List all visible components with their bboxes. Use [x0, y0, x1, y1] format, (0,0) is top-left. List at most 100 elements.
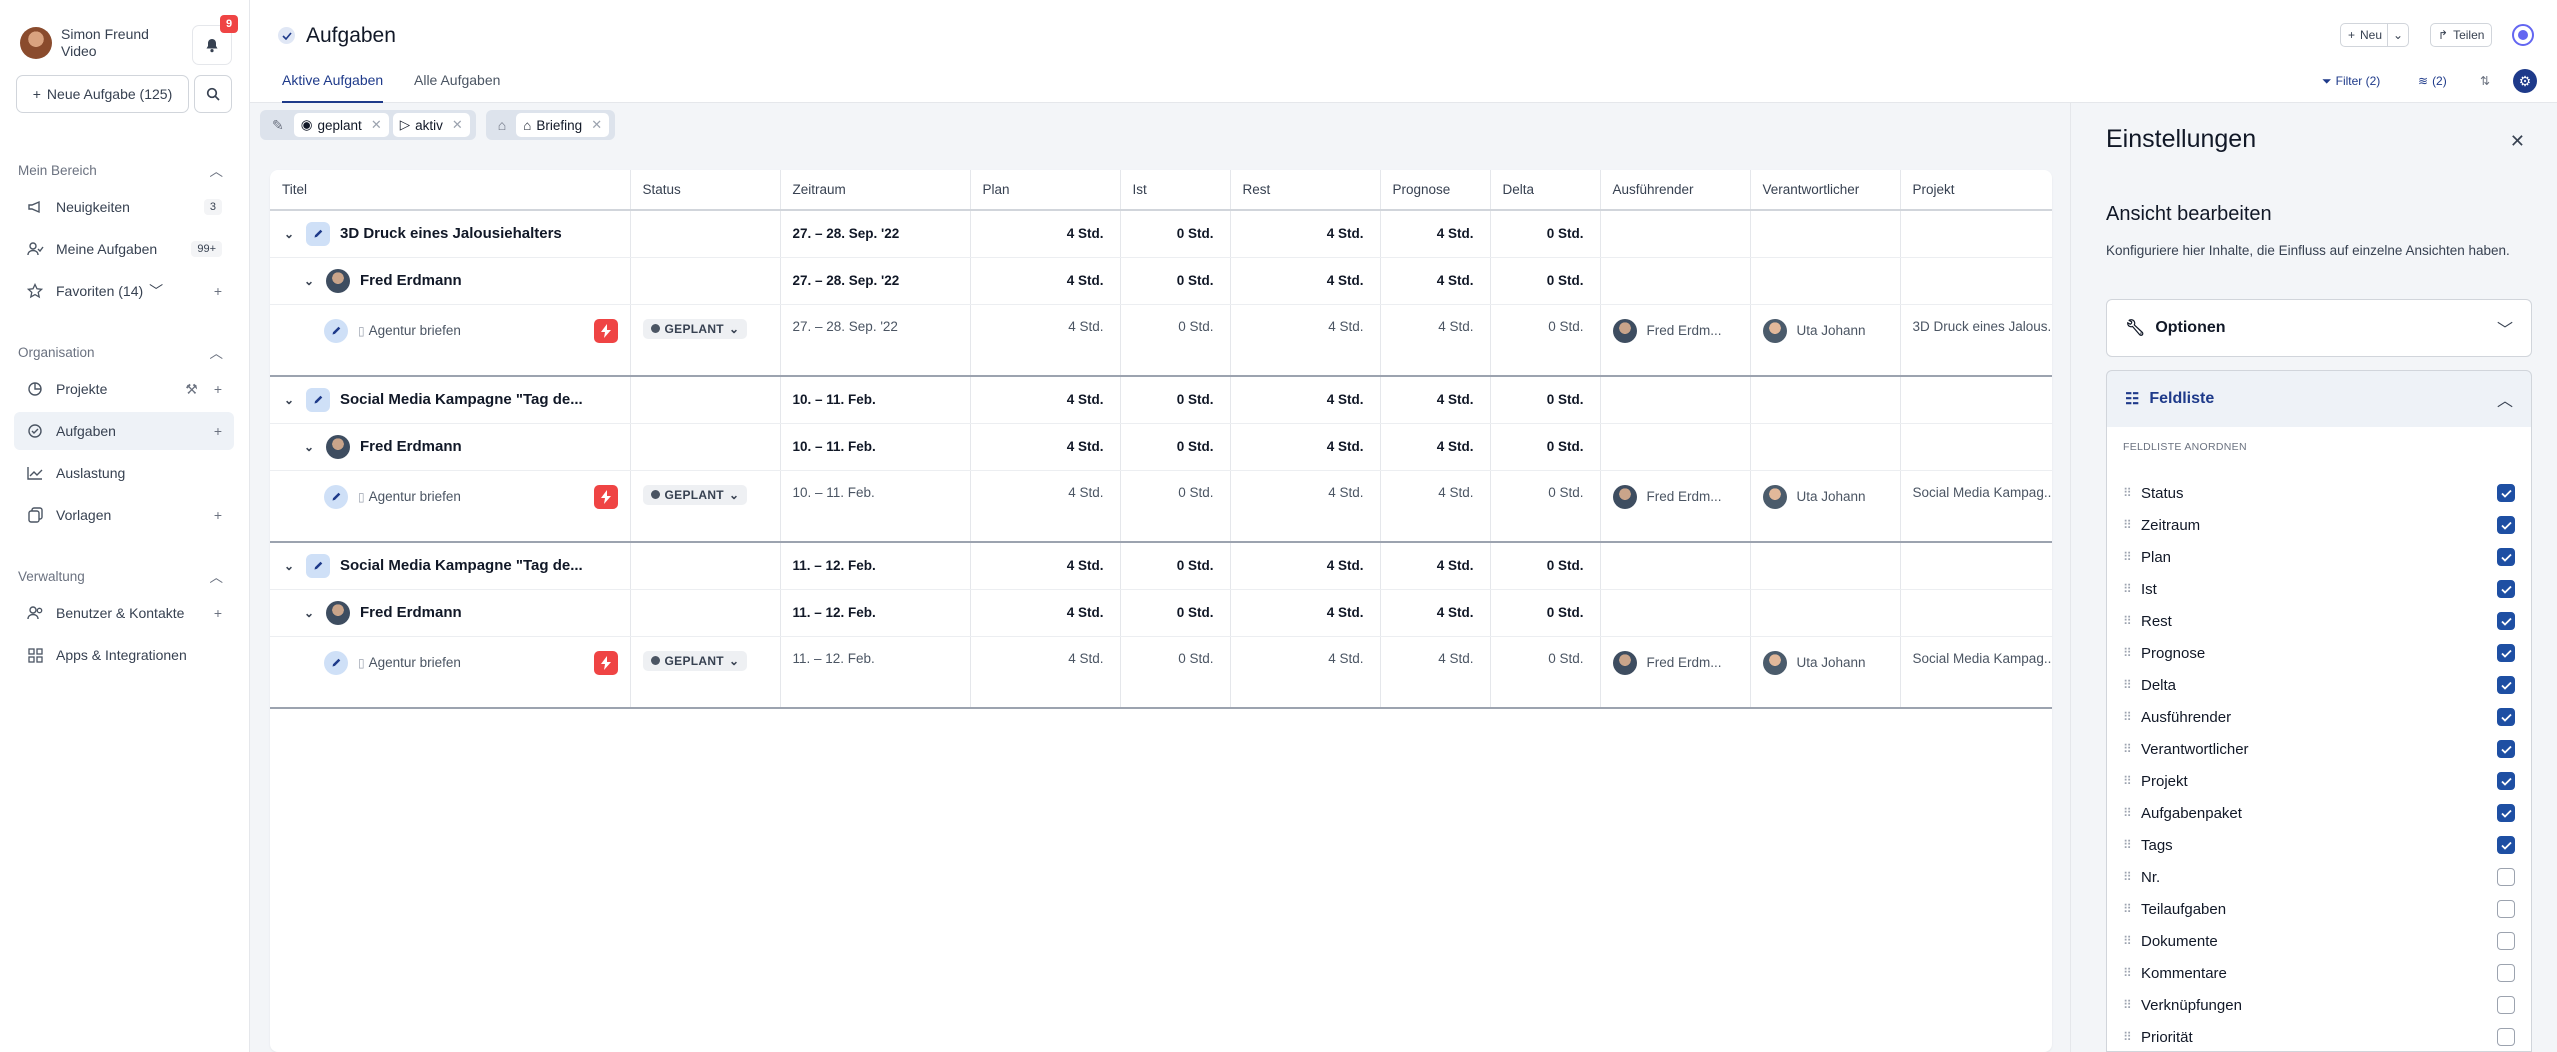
field-checkbox[interactable] [2497, 644, 2515, 662]
add-task-icon[interactable]: + [213, 423, 222, 439]
project-title[interactable]: Social Media Kampagne "Tag de... [340, 557, 583, 575]
status-dropdown[interactable]: GEPLANT ⌄ [642, 650, 748, 671]
project-title[interactable]: 3D Druck eines Jalousiehalters [340, 225, 562, 243]
sidebar-item-favoriten[interactable]: Favoriten (14) ﹀ + [14, 272, 234, 310]
field-item[interactable]: ⠿ Projekt [2123, 765, 2515, 797]
field-checkbox[interactable] [2497, 708, 2515, 726]
add-project-icon[interactable]: + [213, 381, 222, 397]
column-header[interactable]: Verantwortlicher [1750, 170, 1901, 211]
task-title[interactable]: Agentur briefen [368, 489, 461, 504]
drag-handle-icon[interactable]: ⠿ [2123, 838, 2132, 852]
chevron-down-icon[interactable]: ⌄ [2387, 24, 2408, 46]
tag-filter-group[interactable]: ⌂ ⌂ Briefing ✕ [485, 110, 616, 140]
field-item[interactable]: ⠿ Nr. [2123, 861, 2515, 893]
filter-chip-briefing[interactable]: ⌂ Briefing ✕ [516, 113, 610, 137]
field-item[interactable]: ⠿ Kommentare [2123, 957, 2515, 989]
filter-chip-aktiv[interactable]: ▷ aktiv ✕ [392, 113, 470, 137]
app-logo-icon[interactable] [2512, 24, 2534, 46]
field-item[interactable]: ⠿ Status [2123, 477, 2515, 509]
notifications-button[interactable]: 9 [192, 15, 238, 65]
add-user-icon[interactable]: + [213, 605, 222, 621]
drag-handle-icon[interactable]: ⠿ [2123, 966, 2132, 980]
drag-handle-icon[interactable]: ⠿ [2123, 1030, 2132, 1044]
field-item[interactable]: ⠿ Plan [2123, 541, 2515, 573]
remove-chip-icon[interactable]: ✕ [591, 117, 603, 132]
table-row[interactable]: ⌄ Social Media Kampagne "Tag de... 10. – 1… [270, 376, 2052, 424]
task-title[interactable]: Agentur briefen [368, 323, 461, 338]
field-item[interactable]: ⠿ Zeitraum [2123, 509, 2515, 541]
close-icon[interactable]: ✕ [2509, 131, 2525, 151]
field-checkbox[interactable] [2497, 612, 2515, 630]
drag-handle-icon[interactable]: ⠿ [2123, 486, 2132, 500]
table-row[interactable]: ⌄ Fred Erdmann 10. – 11. Feb. 4 Std. 0 Std. 4… [270, 423, 2052, 471]
field-item[interactable]: ⠿ Rest [2123, 605, 2515, 637]
chevron-down-icon[interactable]: ⌄ [303, 273, 315, 288]
remove-chip-icon[interactable]: ✕ [370, 117, 382, 132]
new-task-button[interactable]: + Neue Aufgabe (125) [16, 75, 189, 113]
sidebar-item-projekte[interactable]: Projekte ⚒ + [14, 370, 234, 408]
table-row[interactable]: ▯ Agentur briefen GEPLANT ⌄ 11. – 12. Feb. 4 … [270, 636, 2052, 709]
responsible-name[interactable]: Uta Johann [1796, 489, 1866, 504]
field-checkbox[interactable] [2497, 740, 2515, 758]
project-cell[interactable]: 3D Druck eines Jalous... [1900, 304, 2052, 377]
project-cell[interactable]: Social Media Kampag... [1900, 470, 2052, 543]
column-header[interactable]: Delta [1490, 170, 1601, 211]
project-title[interactable]: Social Media Kampagne "Tag de... [340, 391, 583, 409]
table-row[interactable]: ⌄ Fred Erdmann 11. – 12. Feb. 4 Std. 0 Std. 4… [270, 589, 2052, 637]
search-button[interactable] [194, 75, 232, 113]
field-item[interactable]: ⠿ Ausführender [2123, 701, 2515, 733]
drag-handle-icon[interactable]: ⠿ [2123, 934, 2132, 948]
drag-handle-icon[interactable]: ⠿ [2123, 742, 2132, 756]
sidebar-item-auslastung[interactable]: Auslastung [14, 454, 234, 492]
lightning-icon[interactable] [593, 650, 618, 675]
add-favorite-icon[interactable]: + [213, 283, 222, 299]
fieldlist-accordion[interactable]: ☷ Feldliste ︿ [2106, 370, 2532, 428]
lightning-icon[interactable] [593, 484, 618, 509]
table-row[interactable]: ⌄ Fred Erdmann 27. – 28. Sep. '22 4 Std. 0 S… [270, 257, 2052, 305]
field-checkbox[interactable] [2497, 964, 2515, 982]
drag-handle-icon[interactable]: ⠿ [2123, 678, 2132, 692]
group-button[interactable]: ≋ (2) [2418, 70, 2447, 92]
chevron-down-icon[interactable]: ⌄ [303, 605, 315, 620]
sidebar-item-benutzer[interactable]: Benutzer & Kontakte + [14, 594, 234, 632]
field-item[interactable]: ⠿ Teilaufgaben [2123, 893, 2515, 925]
field-item[interactable]: ⠿ Aufgabenpaket [2123, 797, 2515, 829]
chevron-down-icon[interactable]: ⌄ [283, 226, 295, 241]
drag-handle-icon[interactable]: ⠿ [2123, 614, 2132, 628]
field-checkbox[interactable] [2497, 772, 2515, 790]
chevron-down-icon[interactable]: ⌄ [283, 558, 295, 573]
status-dropdown[interactable]: GEPLANT ⌄ [642, 318, 748, 339]
drag-handle-icon[interactable]: ⠿ [2123, 774, 2132, 788]
filter-button[interactable]: ⏷ Filter (2) [2322, 70, 2380, 92]
share-button[interactable]: ↱ Teilen [2430, 23, 2493, 47]
column-header[interactable]: Titel [270, 170, 631, 211]
user-profile[interactable]: Simon Freund Video [20, 26, 149, 60]
field-checkbox[interactable] [2497, 932, 2515, 950]
field-item[interactable]: ⠿ Prognose [2123, 637, 2515, 669]
sidebar-item-neuigkeiten[interactable]: Neuigkeiten 3 [14, 188, 234, 226]
field-checkbox[interactable] [2497, 996, 2515, 1014]
add-template-icon[interactable]: + [213, 507, 222, 523]
field-checkbox[interactable] [2497, 868, 2515, 886]
status-filter-group[interactable]: ✎ ◉ geplant ✕ ▷ aktiv ✕ [260, 110, 476, 140]
drag-handle-icon[interactable]: ⠿ [2123, 998, 2132, 1012]
task-pencil-icon[interactable] [324, 484, 348, 509]
section-verwaltung[interactable]: Verwaltung ︿ [18, 566, 223, 586]
field-item[interactable]: ⠿ Delta [2123, 669, 2515, 701]
responsible-name[interactable]: Uta Johann [1796, 655, 1866, 670]
filter-chip-geplant[interactable]: ◉ geplant ✕ [293, 113, 389, 137]
status-dropdown[interactable]: GEPLANT ⌄ [642, 484, 748, 505]
task-title[interactable]: Agentur briefen [368, 655, 461, 670]
field-checkbox[interactable] [2497, 804, 2515, 822]
assignee-name[interactable]: Fred Erdm... [1646, 323, 1722, 338]
sidebar-item-meine-aufgaben[interactable]: Meine Aufgaben 99+ [14, 230, 234, 268]
column-header[interactable]: Projekt [1900, 170, 2052, 211]
edit-pencil-icon[interactable]: ✎ [272, 116, 284, 133]
assignee-name[interactable]: Fred Erdm... [1646, 489, 1722, 504]
task-pencil-icon[interactable] [324, 650, 348, 675]
chevron-down-icon[interactable]: ⌄ [303, 439, 315, 454]
field-checkbox[interactable] [2497, 484, 2515, 502]
remove-chip-icon[interactable]: ✕ [451, 117, 463, 132]
drag-handle-icon[interactable]: ⠿ [2123, 550, 2132, 564]
tab-aktive-aufgaben[interactable]: Aktive Aufgaben [282, 72, 384, 103]
